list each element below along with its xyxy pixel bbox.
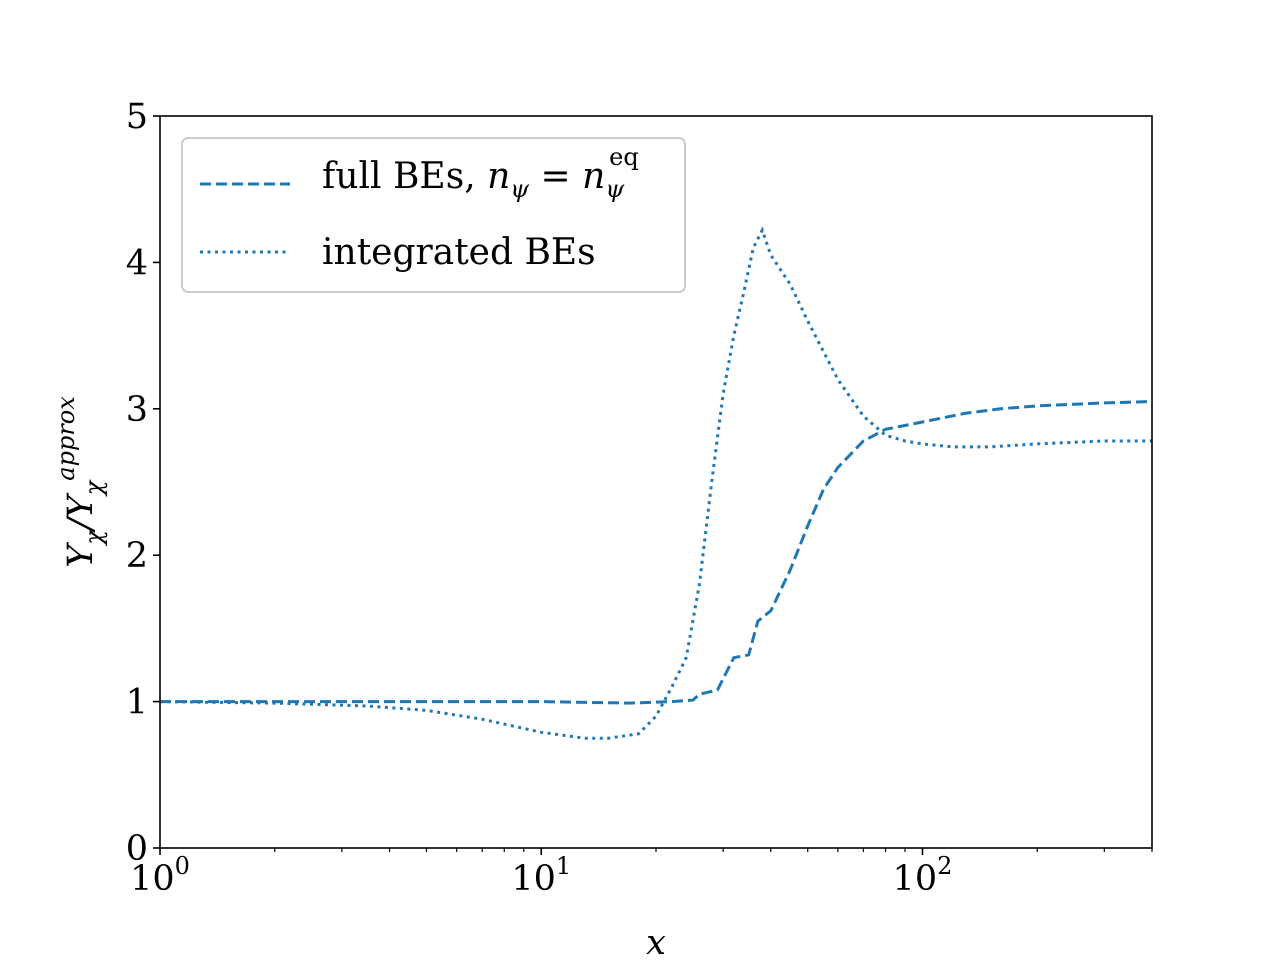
- y-tick-label: 0: [126, 829, 148, 869]
- ticks-layer: 0 1 2 3 4 5 100 101 102: [126, 97, 1153, 899]
- legend: full BEs, nψ = nψeq integrated BEs: [181, 137, 686, 293]
- x-tick-label: 101: [511, 852, 571, 899]
- y-tick-label: 5: [126, 97, 148, 137]
- series-line-1: [159, 226, 1152, 740]
- x-tick-label: 100: [130, 852, 190, 899]
- y-tick-label: 1: [126, 683, 148, 723]
- y-tick-label: 3: [126, 390, 148, 430]
- series-line-0: [160, 400, 1153, 705]
- legend-label-integrated-bes: integrated BEs: [322, 232, 596, 273]
- y-axis-label: Yχ/Yχapprox: [52, 396, 108, 568]
- legend-label-full-bes: full BEs, nψ = nψeq: [322, 143, 639, 203]
- legend-box: [181, 137, 686, 293]
- x-tick-label: 102: [893, 852, 953, 899]
- x-axis-label: x: [646, 923, 666, 960]
- y-tick-label: 2: [126, 536, 148, 576]
- series-layer: [159, 226, 1153, 740]
- y-tick-label: 4: [126, 243, 148, 283]
